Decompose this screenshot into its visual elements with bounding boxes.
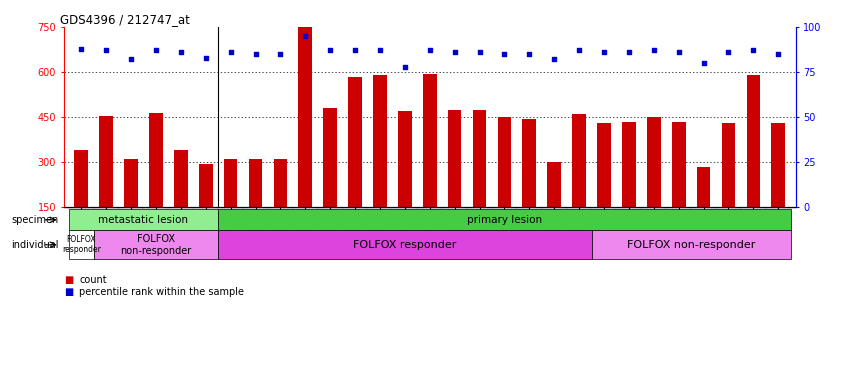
Point xyxy=(573,47,586,53)
Point xyxy=(547,56,561,63)
Bar xyxy=(174,150,188,207)
Point xyxy=(248,51,262,57)
Point xyxy=(597,49,611,55)
Bar xyxy=(771,123,785,207)
Point xyxy=(174,49,187,55)
Point xyxy=(647,47,660,53)
Point xyxy=(100,47,113,53)
Point xyxy=(722,49,735,55)
Bar xyxy=(722,123,735,207)
Text: primary lesion: primary lesion xyxy=(467,215,542,225)
Bar xyxy=(547,162,561,207)
Point xyxy=(199,55,213,61)
Bar xyxy=(248,159,262,207)
Point xyxy=(746,47,760,53)
Point xyxy=(622,49,636,55)
Text: GDS4396 / 212747_at: GDS4396 / 212747_at xyxy=(60,13,190,26)
Text: FOLFOX
non-responder: FOLFOX non-responder xyxy=(120,234,191,256)
Bar xyxy=(498,117,511,207)
Bar xyxy=(697,167,711,207)
Text: FOLFOX responder: FOLFOX responder xyxy=(353,240,456,250)
Bar xyxy=(124,159,138,207)
Point xyxy=(697,60,711,66)
Point xyxy=(373,47,386,53)
Text: FOLFOX
responder: FOLFOX responder xyxy=(62,235,100,255)
Bar xyxy=(348,76,362,207)
Point xyxy=(149,47,163,53)
Point xyxy=(74,45,88,51)
Point xyxy=(348,47,362,53)
Bar xyxy=(398,111,412,207)
Bar xyxy=(373,75,387,207)
Bar xyxy=(572,114,586,207)
Point xyxy=(498,51,511,57)
Point xyxy=(299,33,312,39)
Text: ■: ■ xyxy=(64,287,73,297)
Bar xyxy=(597,123,611,207)
Bar xyxy=(746,75,760,207)
Text: metastatic lesion: metastatic lesion xyxy=(99,215,188,225)
Bar xyxy=(74,150,89,207)
Point xyxy=(124,56,138,63)
Bar xyxy=(323,108,337,207)
Point xyxy=(448,49,461,55)
Text: percentile rank within the sample: percentile rank within the sample xyxy=(79,287,244,297)
Bar xyxy=(299,27,312,207)
Bar xyxy=(671,122,686,207)
Bar xyxy=(448,109,461,207)
Bar xyxy=(622,122,636,207)
Point xyxy=(672,49,686,55)
Bar xyxy=(273,159,288,207)
Bar xyxy=(199,164,213,207)
Point xyxy=(224,49,237,55)
Point xyxy=(523,51,536,57)
Bar xyxy=(224,159,237,207)
Point xyxy=(273,51,287,57)
Bar xyxy=(149,113,163,207)
Point xyxy=(323,47,337,53)
Text: individual: individual xyxy=(11,240,59,250)
Point xyxy=(473,49,487,55)
Text: ■: ■ xyxy=(64,275,73,285)
Point xyxy=(772,51,785,57)
Text: specimen: specimen xyxy=(11,215,59,225)
Bar xyxy=(423,73,437,207)
Bar xyxy=(647,117,660,207)
Point xyxy=(398,63,412,70)
Point xyxy=(423,47,437,53)
Bar xyxy=(523,119,536,207)
Text: count: count xyxy=(79,275,106,285)
Bar xyxy=(472,109,487,207)
Bar xyxy=(100,116,113,207)
Text: FOLFOX non-responder: FOLFOX non-responder xyxy=(627,240,756,250)
